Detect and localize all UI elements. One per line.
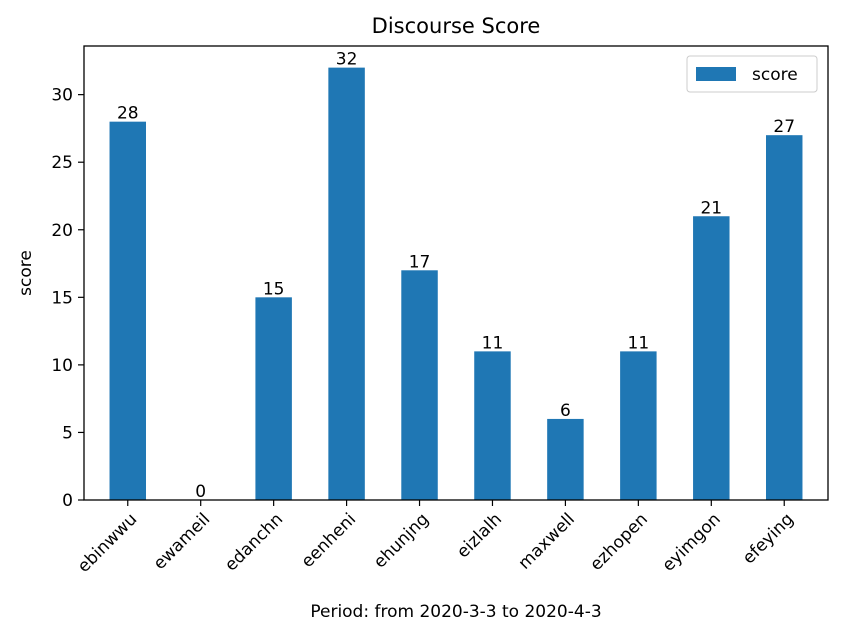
y-tick-label: 25 <box>51 153 73 173</box>
legend-label: score <box>752 65 798 85</box>
y-tick-label: 0 <box>62 491 73 511</box>
bar-efeying <box>766 135 803 500</box>
data-label-efeying: 27 <box>773 117 795 137</box>
plot-frame <box>83 45 829 501</box>
data-label-ewameil: 0 <box>195 482 206 502</box>
x-axis-label: Period: from 2020-3-3 to 2020-4-3 <box>310 602 601 622</box>
bar-eyimgon <box>693 216 730 500</box>
y-tick-label: 30 <box>51 86 73 106</box>
y-tick-label: 20 <box>51 221 73 241</box>
bar-ezhopen <box>620 351 657 500</box>
data-label-ehunjng: 17 <box>409 252 431 272</box>
y-tick-label: 15 <box>51 288 73 308</box>
legend-swatch <box>696 67 736 81</box>
bar-labels-group: 28 0 15 32 17 11 6 11 21 27 <box>117 50 795 502</box>
y-axis: 0 5 10 15 20 25 30 <box>51 86 84 511</box>
y-tick-label: 10 <box>51 356 73 376</box>
chart-title: Discourse Score <box>372 14 541 38</box>
data-label-maxwell: 6 <box>560 401 571 421</box>
data-label-eenheni: 32 <box>336 50 358 70</box>
bar-ebinwwu <box>109 121 146 501</box>
bar-edanchn <box>255 297 292 500</box>
y-axis-label: score <box>16 250 36 296</box>
data-label-edanchn: 15 <box>263 279 285 299</box>
data-label-eizlalh: 11 <box>482 333 504 353</box>
bar-ehunjng <box>401 270 438 500</box>
data-label-ezhopen: 11 <box>628 333 650 353</box>
data-label-eyimgon: 21 <box>700 198 722 218</box>
bar-maxwell <box>547 418 584 500</box>
bar-eenheni <box>328 67 365 500</box>
bars-group <box>109 67 803 501</box>
bar-eizlalh <box>474 351 511 500</box>
legend: score <box>686 55 818 93</box>
legend-box <box>686 55 818 93</box>
data-label-ebinwwu: 28 <box>117 104 139 124</box>
y-tick-label: 5 <box>62 423 73 443</box>
